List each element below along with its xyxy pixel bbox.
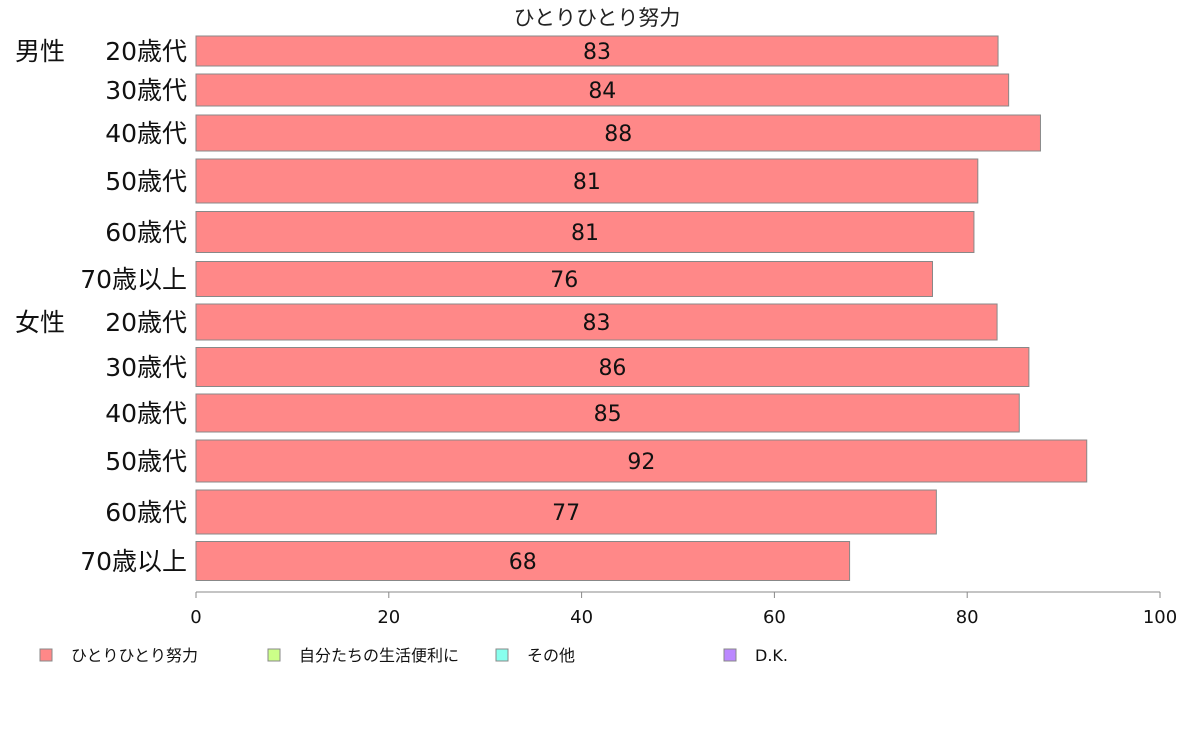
bar-value-label-10: 92 [627, 450, 655, 475]
bar-1 [195, 35, 999, 67]
x-tick-label-20: 20 [377, 607, 400, 628]
bar-value-label-5: 81 [571, 221, 599, 246]
category-labels: 20歳代男性30歳代40歳代50歳代60歳代70歳以上20歳代女性30歳代40歳… [15, 37, 187, 576]
bar-value-label-3: 88 [604, 122, 632, 147]
legend-label-4: D.K. [755, 646, 788, 665]
bar-10 [195, 439, 1088, 483]
x-tick-label-100: 100 [1143, 607, 1177, 628]
category-label-7: 20歳代 [105, 308, 187, 337]
x-axis: 0 20 40 60 80 100 [190, 591, 1177, 628]
bar-3 [195, 114, 1041, 152]
legend: ひとりひとり努力 自分たちの生活便利に その他 D.K. [39, 646, 788, 665]
legend-swatch-3 [495, 648, 509, 662]
legend-swatch-1 [39, 648, 53, 662]
bar-2 [195, 73, 1010, 107]
bar-value-label-1: 83 [583, 40, 611, 65]
category-label-6: 70歳以上 [80, 265, 187, 294]
bar-8 [195, 347, 1030, 387]
x-tick-label-60: 60 [763, 607, 786, 628]
bar-9 [195, 393, 1020, 433]
bar-12 [195, 541, 851, 581]
group-label-7: 女性 [15, 308, 65, 337]
category-label-10: 50歳代 [105, 447, 187, 476]
category-label-4: 50歳代 [105, 167, 187, 196]
bar-4 [195, 158, 979, 204]
bar-value-label-2: 84 [588, 79, 616, 104]
legend-label-2: 自分たちの生活便利に [299, 646, 459, 665]
x-tick-label-40: 40 [570, 607, 593, 628]
legend-swatch-2 [267, 648, 281, 662]
legend-swatch-4 [723, 648, 737, 662]
bar-value-label-7: 83 [583, 311, 611, 336]
bar-7 [195, 303, 998, 341]
bar-value-label-11: 77 [552, 501, 580, 526]
category-label-11: 60歳代 [105, 498, 187, 527]
bar-value-label-9: 85 [594, 402, 622, 427]
category-label-3: 40歳代 [105, 119, 187, 148]
legend-label-3: その他 [527, 646, 575, 665]
category-label-9: 40歳代 [105, 399, 187, 428]
bar-11 [195, 489, 937, 535]
bar-value-label-8: 86 [598, 356, 626, 381]
group-label-1: 男性 [15, 37, 65, 66]
bar-value-label-4: 81 [573, 170, 601, 195]
category-label-12: 70歳以上 [80, 547, 187, 576]
x-tick-label-0: 0 [190, 607, 201, 628]
category-label-2: 30歳代 [105, 76, 187, 105]
bar-value-label-6: 76 [550, 268, 578, 293]
category-label-5: 60歳代 [105, 218, 187, 247]
category-label-1: 20歳代 [105, 37, 187, 66]
x-tick-label-80: 80 [956, 607, 979, 628]
bar-5 [195, 211, 975, 253]
bar-value-label-12: 68 [509, 550, 537, 575]
bar-6 [195, 261, 933, 297]
category-label-8: 30歳代 [105, 353, 187, 382]
chart-title: ひとりひとり努力 [514, 6, 681, 30]
legend-label-1: ひとりひとり努力 [71, 646, 198, 665]
